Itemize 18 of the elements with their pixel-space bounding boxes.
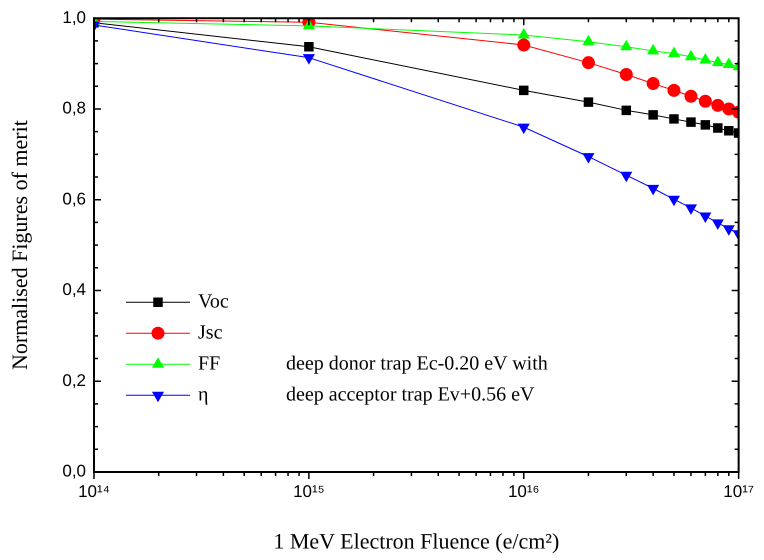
y-axis-title: Normalised Figures of merit [6, 120, 32, 370]
y-tick-label: 0,4 [62, 280, 86, 300]
legend-label: η [198, 383, 208, 406]
annotation: deep acceptor trap Ev+0.56 eV [286, 383, 535, 406]
y-tick-label: 0,2 [62, 370, 86, 390]
annotation: deep donor trap Ec-0.20 eV with [286, 352, 548, 374]
legend-label: Voc [198, 290, 229, 312]
x-tick-label: 10¹⁶ [508, 482, 540, 501]
legend-label: FF [198, 352, 220, 374]
x-tick-label: 10¹⁷ [723, 482, 754, 501]
y-tick-label: 0,0 [62, 462, 86, 481]
legend-label: Jsc [198, 321, 223, 344]
x-tick-label: 10¹⁴ [78, 482, 110, 501]
x-axis-title: 1 MeV Electron Fluence (e/cm²) [273, 528, 560, 554]
x-tick-label: 10¹⁵ [293, 482, 325, 501]
y-tick-label: 1,0 [62, 8, 86, 27]
y-tick-label: 0,6 [62, 189, 86, 208]
y-tick-label: 0,8 [62, 98, 86, 118]
